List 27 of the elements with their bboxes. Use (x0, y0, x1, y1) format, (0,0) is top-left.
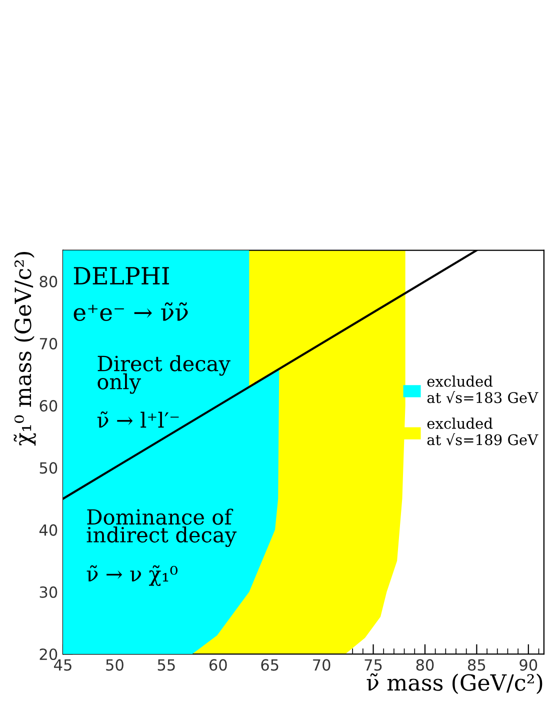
y-tick-label: 20 (40, 648, 58, 660)
x-tick-label: 85 (468, 659, 486, 671)
x-tick-label: 75 (364, 659, 382, 671)
x-tick-label: 70 (313, 659, 330, 671)
annotation: Direct decay only (98, 355, 230, 394)
x-tick-label: 55 (158, 659, 175, 671)
annotation: ν̃ → ν χ̃₁⁰ (86, 565, 178, 586)
y-tick-label: 70 (40, 338, 58, 350)
x-tick-label: 45 (54, 659, 72, 671)
annotation: Dominance of indirect decay (86, 508, 237, 547)
y-tick-label: 30 (40, 586, 58, 598)
annotation: DELPHI (74, 267, 169, 284)
legend-label: excluded at √s=189 GeV (427, 418, 538, 446)
x-tick-label: 65 (261, 659, 278, 671)
y-tick-label: 50 (40, 462, 58, 474)
annotation: e⁺e⁻ → ν̃ν̃ (74, 302, 188, 322)
x-axis-title: ν̃ mass (GeV/c²) (366, 673, 542, 694)
x-tick-label: 90 (520, 659, 538, 671)
y-tick-label: 80 (40, 276, 58, 288)
y-tick-label: 40 (39, 524, 58, 536)
x-tick-label: 80 (416, 659, 434, 671)
y-tick-label: 60 (40, 400, 58, 412)
x-tick-label: 50 (106, 659, 124, 671)
legend-label: excluded at √s=183 GeV (427, 376, 538, 404)
y-axis-title: χ̃₁⁰ mass (GeV/c²) (14, 252, 36, 446)
annotation: ν̃ → l⁺l′⁻ (97, 411, 179, 428)
x-tick-label: 60 (209, 659, 227, 671)
